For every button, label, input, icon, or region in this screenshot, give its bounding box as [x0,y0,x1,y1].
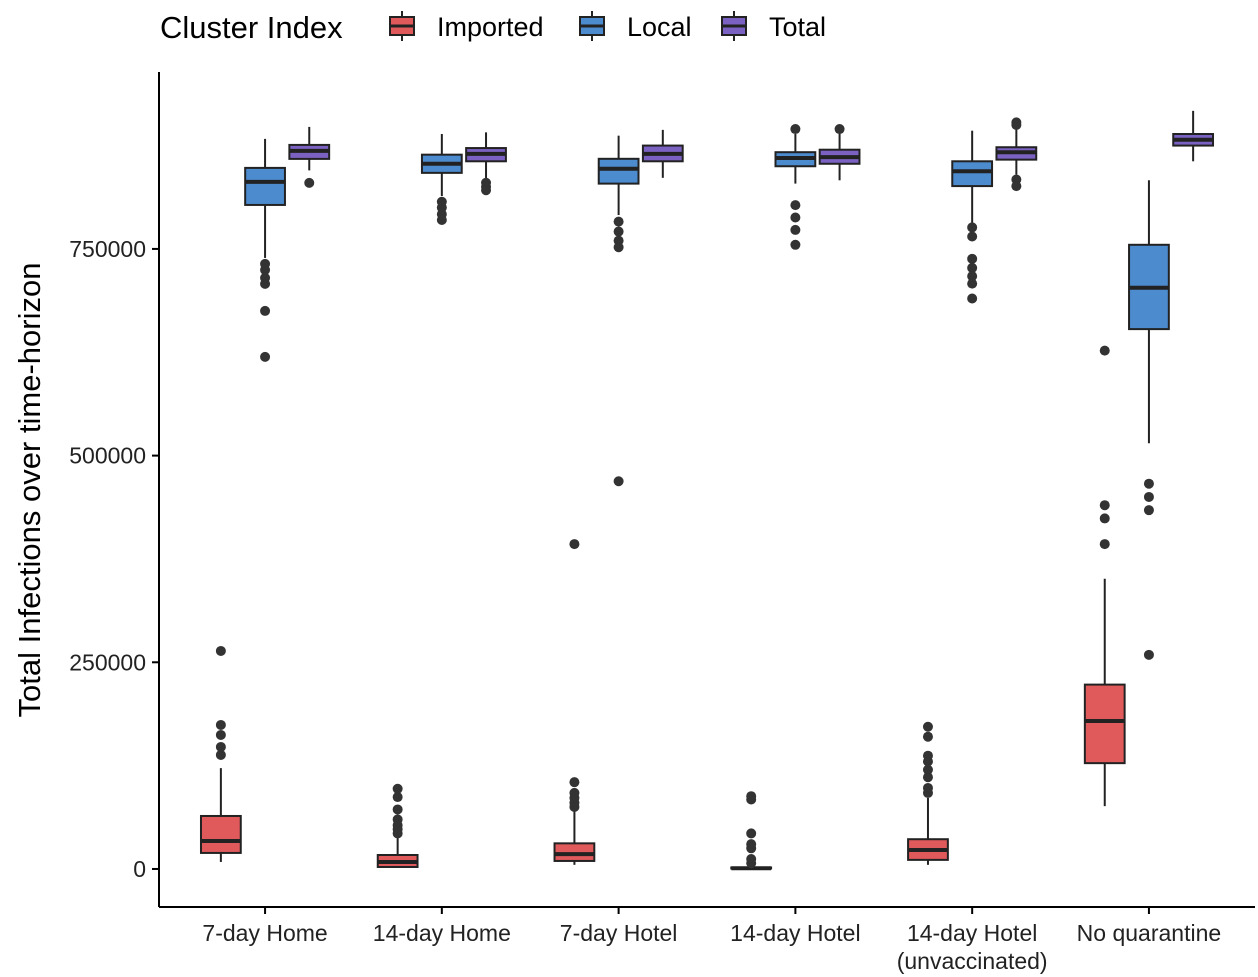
y-tick-label: 0 [133,856,146,882]
outlier [392,804,403,815]
outlier [1143,491,1154,502]
outlier [569,539,580,550]
outlier [613,476,624,487]
outlier [922,750,933,761]
outlier [392,783,403,794]
outlier [613,226,624,237]
outlier [1011,119,1022,130]
outlier [1099,500,1110,511]
outlier [922,782,933,793]
x-tick-label: 14-day Hotel [730,920,860,946]
y-tick-label: 750000 [69,236,146,262]
outlier [967,278,978,289]
outlier [790,212,801,223]
x-tick-label: 7-day Home [202,920,327,946]
outlier [922,764,933,775]
outlier [1011,181,1022,192]
outlier [922,721,933,732]
outlier [790,124,801,135]
outlier [260,278,271,289]
outlier [215,741,226,752]
outlier [215,749,226,760]
outlier [569,787,580,798]
outlier [260,264,271,275]
outlier [260,351,271,362]
box [951,160,994,188]
outlier [967,253,978,264]
x-tick-label: No quarantine [1077,920,1222,946]
outlier [215,729,226,740]
box [199,814,242,854]
outlier [613,242,624,253]
outlier [215,645,226,656]
x-tick-label: 14-day Home [373,920,511,946]
legend-label: Total [769,12,826,42]
outlier [569,777,580,788]
outlier [260,305,271,316]
outlier [1143,505,1154,516]
box [597,157,640,185]
outlier [967,231,978,242]
outlier [967,271,978,282]
y-axis-label: Total Infections over time-horizon [12,263,47,718]
outlier [215,719,226,730]
outlier [1143,649,1154,660]
outlier [834,124,845,135]
outlier [790,239,801,250]
legend-label: Imported [437,12,544,42]
outlier [746,854,757,865]
outlier [392,792,403,803]
outlier [967,293,978,304]
outlier [746,839,757,850]
outlier [436,214,447,225]
outlier [790,224,801,235]
box [244,166,286,206]
legend-label: Local [627,12,692,42]
y-tick-label: 250000 [69,649,146,675]
outlier [967,262,978,273]
outlier [922,731,933,742]
outlier [392,814,403,825]
outlier [1099,345,1110,356]
legend-title: Cluster Index [160,10,343,45]
outlier [1143,478,1154,489]
x-tick-label: 14-day Hotel (unvaccinated) [897,920,1048,974]
box [1083,683,1126,765]
outlier [481,185,492,196]
outlier [967,222,978,233]
outlier [1099,513,1110,524]
outlier [746,791,757,802]
y-tick-label: 500000 [69,443,146,469]
x-tick-label: 7-day Hotel [560,920,678,946]
outlier [746,828,757,839]
outlier [304,177,315,188]
outlier [1099,539,1110,550]
outlier [613,216,624,227]
outlier [922,772,933,783]
outlier [790,200,801,211]
